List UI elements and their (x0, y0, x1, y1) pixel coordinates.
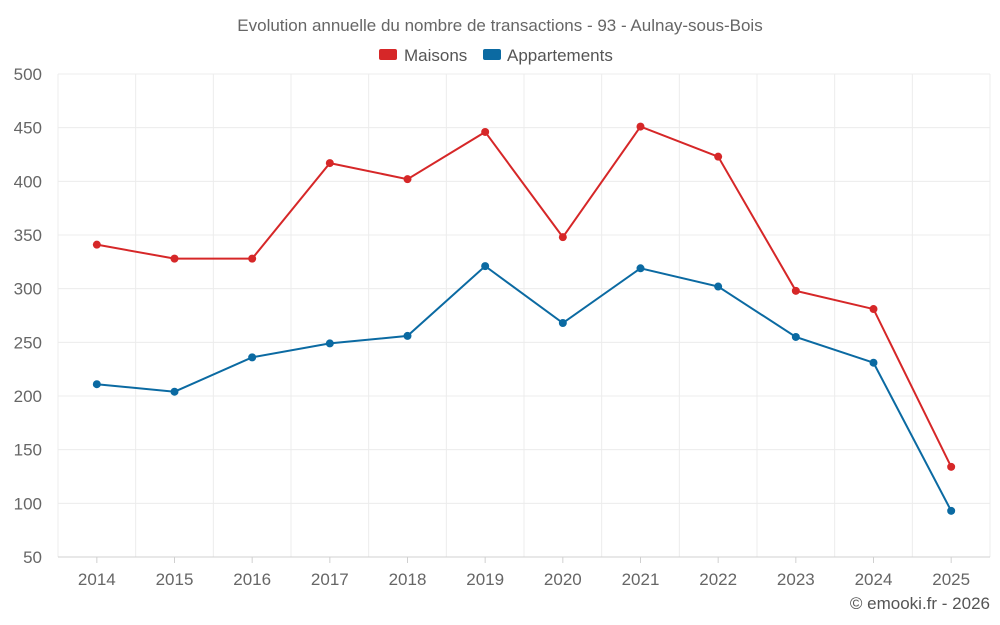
data-point-maisons[interactable]: Maisons 2017: 417 (325, 159, 334, 168)
data-point-maisons[interactable]: Maisons 2023: 298 (791, 286, 800, 295)
data-point-appartements[interactable]: Appartements 2017: 249 (325, 339, 334, 348)
legend-swatch-maisons (379, 49, 397, 60)
data-point-appartements[interactable]: Appartements 2016: 236 (248, 353, 257, 362)
data-point-appartements[interactable]: Appartements 2021: 319 (636, 264, 645, 273)
y-tick-label: 150 (14, 441, 42, 460)
x-tick-label: 2022 (699, 570, 737, 589)
data-point-maisons[interactable]: Maisons 2021: 451 (636, 122, 645, 131)
data-point-maisons[interactable]: Maisons 2016: 328 (248, 254, 257, 263)
legend-label-maisons: Maisons (404, 46, 467, 65)
x-tick-label: 2021 (622, 570, 660, 589)
x-tick-label: 2025 (932, 570, 970, 589)
series-line-appartements (96, 264, 953, 512)
y-tick-label: 50 (23, 548, 42, 567)
data-point-maisons[interactable]: Maisons 2015: 328 (170, 254, 179, 263)
data-point-maisons[interactable]: Maisons 2020: 348 (558, 233, 567, 242)
data-point-appartements[interactable]: Appartements 2019: 321 (481, 262, 490, 271)
chart-title: Evolution annuelle du nombre de transact… (237, 16, 762, 35)
x-tick-label: 2018 (389, 570, 427, 589)
series-appartements: Appartements 2014: 211 Appartements 2015:… (92, 262, 956, 515)
series-maisons: Maisons 2014: 341 Maisons 2015: 328 Maison… (92, 122, 956, 471)
x-tick-label: 2015 (156, 570, 194, 589)
x-axis: 2014 2015 2016 2017 2018 2019 2020 2021 2022 2023… (58, 556, 990, 589)
data-point-appartements[interactable]: Appartements 2024: 231 (869, 358, 878, 367)
y-tick-label: 400 (14, 172, 42, 191)
x-tick-label: 2020 (544, 570, 582, 589)
data-point-appartements[interactable]: Appartements 2014: 211 (92, 380, 101, 389)
grid (57, 73, 991, 557)
y-tick-label: 100 (14, 494, 42, 513)
y-tick-label: 350 (14, 226, 42, 245)
data-point-appartements[interactable]: Appartements 2022: 302 (714, 282, 723, 291)
legend-item-appartements[interactable]: Appartements (483, 46, 613, 65)
legend-label-appartements: Appartements (507, 46, 613, 65)
y-tick-label: 200 (14, 387, 42, 406)
data-point-appartements[interactable]: Appartements 2020: 268 (558, 319, 567, 328)
x-tick-label: 2014 (78, 570, 116, 589)
x-tick-label: 2023 (777, 570, 815, 589)
legend-swatch-appartements (483, 49, 501, 60)
data-point-appartements[interactable]: Appartements 2023: 255 (791, 332, 800, 341)
y-axis: 50 100 150 200 250 300 350 400 450 500 (14, 65, 42, 567)
data-point-maisons[interactable]: Maisons 2018: 402 (403, 175, 412, 184)
legend-item-maisons[interactable]: Maisons (379, 46, 467, 65)
y-tick-label: 300 (14, 280, 42, 299)
x-tick-label: 2016 (233, 570, 271, 589)
data-point-appartements[interactable]: Appartements 2025: 93 (947, 506, 956, 515)
x-tick-label: 2017 (311, 570, 349, 589)
y-tick-label: 250 (14, 333, 42, 352)
x-tick-label: 2019 (466, 570, 504, 589)
data-point-maisons[interactable]: Maisons 2025: 134 (947, 462, 956, 471)
y-tick-label: 500 (14, 65, 42, 84)
x-tick-label: 2024 (855, 570, 893, 589)
legend: Maisons Appartements (379, 46, 613, 65)
credit-text: © emooki.fr - 2026 (850, 594, 990, 613)
data-point-maisons[interactable]: Maisons 2024: 281 (869, 305, 878, 314)
data-point-appartements[interactable]: Appartements 2015: 204 (170, 387, 179, 396)
data-point-appartements[interactable]: Appartements 2018: 256 (403, 331, 412, 340)
y-tick-label: 450 (14, 119, 42, 138)
data-point-maisons[interactable]: Maisons 2014: 341 (92, 240, 101, 249)
plot-area: Maisons 2014: 341 Maisons 2015: 328 Maison… (92, 122, 956, 515)
series-line-maisons (96, 125, 953, 468)
data-point-maisons[interactable]: Maisons 2022: 423 (714, 152, 723, 161)
data-point-maisons[interactable]: Maisons 2019: 446 (481, 127, 490, 136)
